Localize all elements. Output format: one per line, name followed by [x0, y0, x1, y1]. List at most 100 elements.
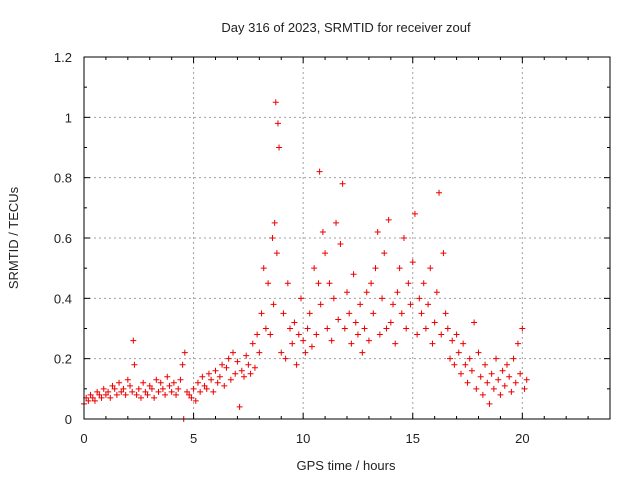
data-point [130, 337, 137, 344]
data-point [151, 394, 158, 401]
data-point [316, 168, 323, 175]
data-point [234, 358, 241, 365]
data-point [238, 367, 245, 374]
data-point [306, 310, 313, 317]
y-tick-label: 0.4 [54, 291, 72, 306]
data-point [519, 325, 526, 332]
data-point [379, 295, 386, 302]
data-point [455, 349, 462, 356]
y-axis-label: SRMTID / TECUs [6, 186, 21, 289]
data-point [122, 391, 129, 398]
y-tick-label: 0.6 [54, 231, 72, 246]
data-point [328, 337, 335, 344]
data-point [282, 355, 289, 362]
data-point [199, 373, 206, 380]
data-point [457, 370, 464, 377]
data-point [146, 382, 153, 389]
data-point [499, 367, 506, 374]
data-point [319, 228, 326, 235]
data-point [162, 391, 169, 398]
y-tick-label: 1 [65, 110, 72, 125]
data-point [501, 382, 508, 389]
data-point [488, 370, 495, 377]
data-point [175, 385, 182, 392]
data-point [270, 301, 277, 308]
data-point [453, 331, 460, 338]
data-point [346, 310, 353, 317]
data-point [179, 361, 186, 368]
data-point [482, 361, 489, 368]
y-tick-label: 1.2 [54, 50, 72, 65]
data-point [230, 349, 237, 356]
data-point [376, 331, 383, 338]
data-point [260, 265, 267, 272]
data-point [365, 337, 372, 344]
data-point [374, 228, 381, 235]
data-point [219, 361, 226, 368]
data-point [510, 355, 517, 362]
data-point [297, 295, 304, 302]
data-point [273, 250, 280, 257]
grid-lines [84, 57, 610, 419]
data-point [398, 310, 405, 317]
data-point [157, 379, 164, 386]
data-point [383, 325, 390, 332]
data-point [337, 241, 344, 248]
data-point [135, 385, 142, 392]
data-point [142, 388, 149, 395]
data-point [497, 391, 504, 398]
data-point [221, 382, 228, 389]
data-point [302, 349, 309, 356]
data-point [486, 400, 493, 407]
data-point [245, 361, 252, 368]
data-point [311, 265, 318, 272]
x-tick-label: 15 [406, 431, 420, 446]
data-point [475, 349, 482, 356]
data-point [339, 180, 346, 187]
data-point [473, 385, 480, 392]
data-point [107, 394, 114, 401]
data-point [144, 391, 151, 398]
data-point [322, 250, 329, 257]
data-point [400, 235, 407, 241]
data-point [295, 331, 302, 338]
data-point [517, 370, 524, 377]
data-point [468, 367, 475, 374]
data-point [407, 301, 414, 308]
data-point [232, 370, 239, 377]
data-point [223, 364, 230, 371]
data-point [359, 349, 366, 356]
data-point [153, 376, 160, 383]
data-point [186, 391, 193, 398]
data-point [414, 331, 421, 338]
plot-frame [83, 56, 611, 420]
data-point [188, 394, 195, 401]
data-point [284, 280, 291, 287]
data-point [184, 388, 191, 395]
data-point [442, 310, 449, 317]
data-point [96, 391, 103, 398]
x-tick-label: 20 [515, 431, 529, 446]
data-point [251, 364, 258, 371]
data-point [254, 331, 261, 338]
data-point [116, 379, 123, 386]
data-point [300, 337, 307, 344]
data-point [225, 355, 232, 362]
data-point [490, 385, 497, 392]
data-point [466, 355, 473, 362]
data-point [177, 376, 184, 383]
data-point [208, 376, 215, 383]
data-point [411, 210, 418, 217]
data-point [370, 310, 377, 317]
data-point [313, 331, 320, 338]
data-point [173, 391, 180, 398]
data-point [212, 367, 219, 374]
data-point [111, 385, 118, 392]
y-tick-label: 0.2 [54, 352, 72, 367]
data-point [181, 349, 188, 356]
data-point [87, 391, 94, 398]
data-point [416, 295, 423, 302]
data-point [203, 385, 210, 392]
data-point [444, 325, 451, 332]
data-point [148, 385, 155, 392]
